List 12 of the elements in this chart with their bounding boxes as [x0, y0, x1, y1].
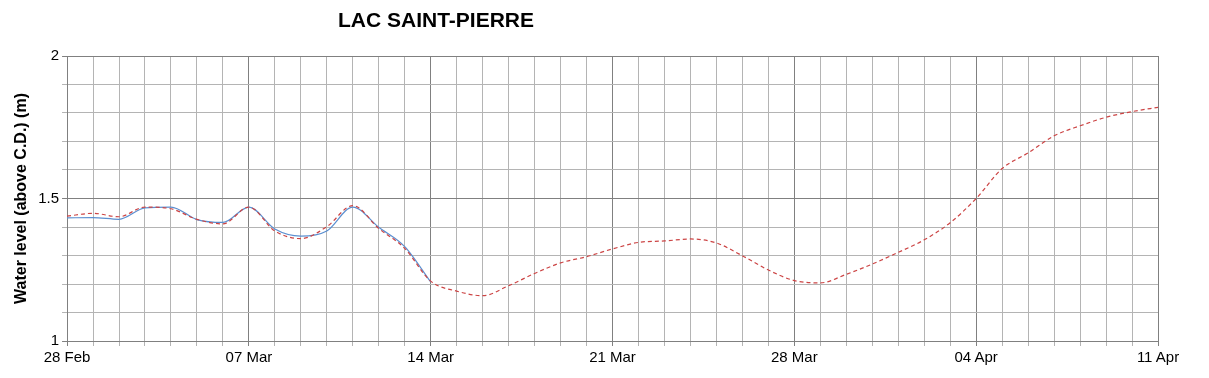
x-tick-label: 21 Mar [589, 348, 636, 366]
x-tick-label: 07 Mar [225, 348, 273, 366]
x-tick-label: 28 Mar [771, 348, 818, 366]
x-tick-label: 04 Apr [954, 348, 998, 366]
x-tick-label: 14 Mar [407, 348, 455, 366]
y-tick-label: 1.5 [38, 188, 60, 206]
y-tick-label: 2 [50, 46, 60, 64]
y-axis-title: Water level (above C.D.) (m) [12, 92, 30, 305]
y-tick-label: 1 [50, 331, 60, 349]
x-tick-label: 28 Feb [43, 348, 91, 366]
x-tick-label: 11 Apr [1136, 348, 1180, 366]
chart-title: LAC SAINT-PIERRE [337, 8, 535, 33]
